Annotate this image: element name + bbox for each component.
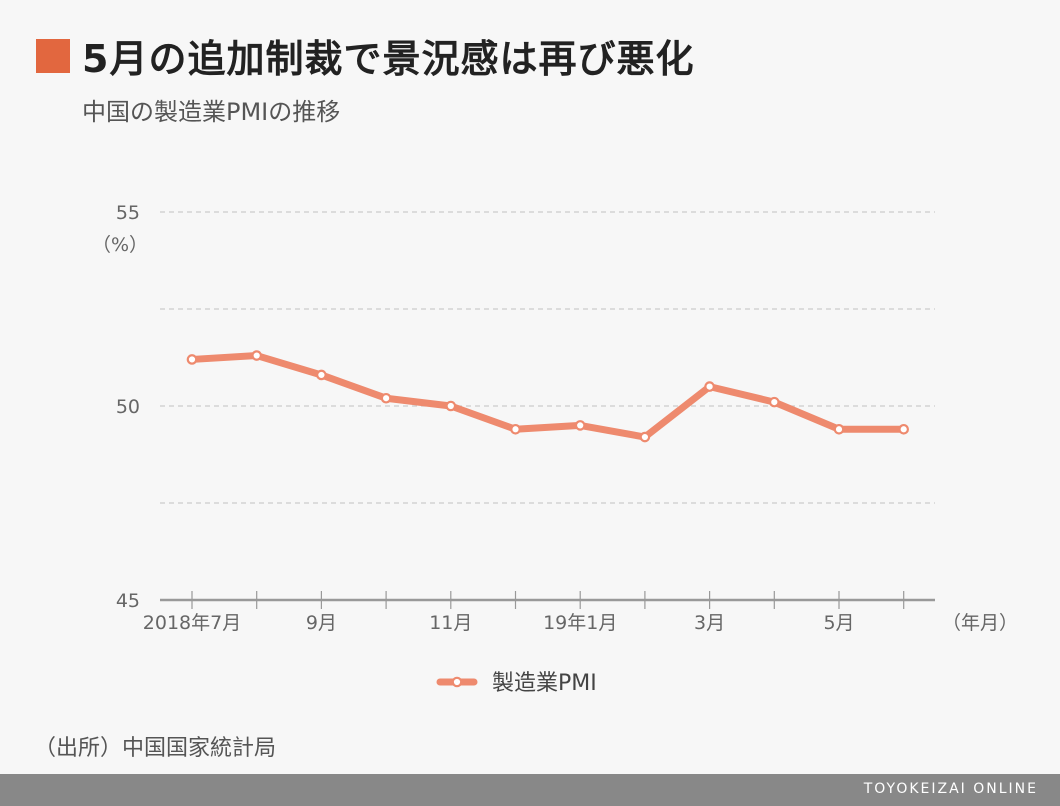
data-point xyxy=(186,354,198,365)
series-line xyxy=(188,352,908,441)
data-point xyxy=(639,431,651,443)
data-point xyxy=(833,423,845,435)
data-point xyxy=(380,392,392,404)
data-point xyxy=(251,350,263,361)
x-tick-label: 2018年7月 xyxy=(143,612,241,634)
data-point xyxy=(510,423,521,435)
y-tick-label: 45 xyxy=(116,590,140,612)
footer-bar: TOYOKEIZAI ONLINE xyxy=(0,774,1060,806)
x-tick-label: 9月 xyxy=(306,612,337,634)
data-point xyxy=(445,400,457,412)
title-marker xyxy=(36,38,70,73)
line-chart: 45 50 55 （%） 2018年7月 9月 11月 19年1月 3月 5月 （年月） 製造業PM… xyxy=(92,202,1018,696)
data-point xyxy=(898,423,909,435)
title-row: 5月の追加制裁で景況感は再び悪化 xyxy=(36,28,694,83)
data-point xyxy=(704,381,715,392)
chart-title: 5月の追加制裁で景況感は再び悪化 xyxy=(82,37,695,81)
x-tick-label: 19年1月 xyxy=(543,612,617,634)
x-unit-label: （年月） xyxy=(942,612,1018,634)
series-layer xyxy=(186,350,909,443)
grid-layer xyxy=(160,211,935,504)
legend-label: 製造業PMI xyxy=(492,671,597,696)
footer-brand: TOYOKEIZAI ONLINE xyxy=(863,781,1038,797)
x-tick-label: 5月 xyxy=(823,612,854,634)
y-unit-label: （%） xyxy=(92,234,148,256)
y-tick-label: 55 xyxy=(116,202,140,224)
x-tick-label: 11月 xyxy=(429,612,472,634)
chart-subtitle: 中国の製造業PMIの推移 xyxy=(82,98,341,126)
data-point xyxy=(768,396,780,408)
y-tick-label: 50 xyxy=(116,396,140,418)
legend: 製造業PMI xyxy=(436,671,597,696)
source-note: （出所）中国国家統計局 xyxy=(34,736,277,761)
data-point xyxy=(316,369,327,381)
legend-swatch-point xyxy=(451,676,463,688)
axis-layer: 45 50 55 （%） 2018年7月 9月 11月 19年1月 3月 5月 （年月） xyxy=(92,202,1018,634)
data-point xyxy=(574,420,586,431)
x-tick-label: 3月 xyxy=(694,612,725,634)
